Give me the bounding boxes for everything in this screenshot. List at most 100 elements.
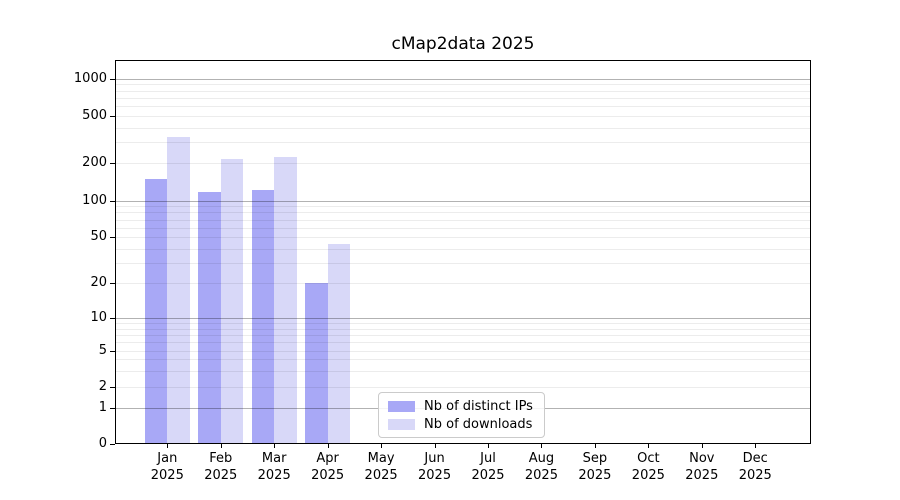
legend-label: Nb of distinct IPs xyxy=(424,398,533,414)
x-tick-mark xyxy=(488,444,489,448)
x-tick-label: Aug 2025 xyxy=(509,450,573,484)
x-tick-label: May 2025 xyxy=(349,450,413,484)
bar-downloads xyxy=(167,137,190,444)
x-tick-label: Dec 2025 xyxy=(723,450,787,484)
minor-gridline xyxy=(116,334,810,336)
major-gridline xyxy=(116,200,810,202)
minor-gridline xyxy=(116,219,810,221)
minor-gridline xyxy=(116,350,810,352)
year-label: 2025 xyxy=(364,468,398,483)
bar-downloads xyxy=(274,157,297,444)
y-tick-label: 0 xyxy=(98,435,107,451)
month-label: Apr xyxy=(316,451,339,466)
minor-gridline xyxy=(116,283,810,285)
x-tick-mark xyxy=(541,444,542,448)
year-label: 2025 xyxy=(204,468,238,483)
y-tick-label: 500 xyxy=(82,108,107,123)
x-tick-label: Sep 2025 xyxy=(563,450,627,484)
minor-gridline xyxy=(116,328,810,330)
minor-gridline xyxy=(116,163,810,165)
year-label: 2025 xyxy=(471,468,505,483)
bar-distinct-ips xyxy=(305,283,328,444)
year-label: 2025 xyxy=(685,468,719,483)
y-tick-mark xyxy=(110,163,115,164)
minor-gridline xyxy=(116,237,810,239)
x-tick-label: Apr 2025 xyxy=(296,450,360,484)
bar-downloads xyxy=(220,159,244,444)
month-label: Oct xyxy=(637,451,660,466)
y-tick-label: 1000 xyxy=(73,70,107,86)
year-label: 2025 xyxy=(738,468,772,483)
minor-gridline xyxy=(116,323,810,325)
bar-distinct-ips xyxy=(198,192,221,444)
legend-item: Nb of distinct IPs xyxy=(388,398,535,414)
legend-swatch-distinct-ips xyxy=(388,400,415,412)
y-tick-label: 50 xyxy=(90,229,107,245)
minor-gridline xyxy=(116,127,810,129)
x-tick-mark xyxy=(381,444,382,448)
minor-gridline xyxy=(116,342,810,344)
month-label: Sep xyxy=(582,451,608,466)
y-tick-mark xyxy=(110,79,115,80)
y-tick-mark xyxy=(110,116,115,117)
y-tick-label: 200 xyxy=(82,155,107,171)
y-tick-mark xyxy=(110,237,115,238)
y-tick-mark xyxy=(110,351,115,352)
minor-gridline xyxy=(116,248,810,250)
minor-gridline xyxy=(116,206,810,208)
x-tick-mark xyxy=(274,444,275,448)
x-tick-mark xyxy=(595,444,596,448)
month-label: Aug xyxy=(528,451,555,466)
legend-item: Nb of downloads xyxy=(388,416,535,432)
year-label: 2025 xyxy=(311,468,345,483)
minor-gridline xyxy=(116,262,810,264)
x-tick-label: Feb 2025 xyxy=(189,450,253,484)
month-label: Mar xyxy=(261,451,287,466)
year-label: 2025 xyxy=(631,468,665,483)
y-tick-mark xyxy=(110,283,115,284)
y-tick-mark xyxy=(110,387,115,388)
minor-gridline xyxy=(116,212,810,214)
month-label: Feb xyxy=(209,451,233,466)
x-tick-label: Jan 2025 xyxy=(135,450,199,484)
y-tick-label: 10 xyxy=(90,310,107,326)
chart-title: cMap2data 2025 xyxy=(391,34,535,54)
minor-gridline xyxy=(116,142,810,144)
major-gridline xyxy=(116,318,810,320)
legend: Nb of distinct IPs Nb of downloads xyxy=(378,392,545,438)
month-label: Jun xyxy=(424,451,445,466)
minor-gridline xyxy=(116,227,810,229)
minor-gridline xyxy=(116,359,810,361)
x-tick-label: Jul 2025 xyxy=(456,450,520,484)
x-tick-mark xyxy=(328,444,329,448)
month-label: Nov xyxy=(689,451,715,466)
minor-gridline xyxy=(116,84,810,86)
month-label: Jul xyxy=(480,451,496,466)
minor-gridline xyxy=(116,97,810,99)
month-label: May xyxy=(367,451,395,466)
month-label: Dec xyxy=(742,451,768,466)
legend-label: Nb of downloads xyxy=(424,416,533,432)
x-tick-mark xyxy=(221,444,222,448)
minor-gridline xyxy=(116,90,810,92)
y-tick-label: 1 xyxy=(98,399,107,415)
y-tick-label: 100 xyxy=(82,192,107,208)
y-tick-label: 20 xyxy=(90,275,107,291)
minor-gridline xyxy=(116,106,810,108)
bar-distinct-ips xyxy=(144,178,168,444)
y-tick-mark xyxy=(110,408,115,409)
x-tick-label: Oct 2025 xyxy=(616,450,680,484)
major-gridline xyxy=(116,78,810,80)
year-label: 2025 xyxy=(418,468,452,483)
x-tick-label: Jun 2025 xyxy=(403,450,467,484)
minor-gridline xyxy=(116,116,810,117)
legend-swatch-downloads xyxy=(388,418,415,430)
y-tick-label: 2 xyxy=(98,378,107,394)
bar-downloads xyxy=(327,243,351,444)
x-tick-label: Nov 2025 xyxy=(670,450,734,484)
year-label: 2025 xyxy=(257,468,291,483)
x-tick-mark xyxy=(702,444,703,448)
x-tick-label: Mar 2025 xyxy=(242,450,306,484)
y-tick-mark xyxy=(110,201,115,202)
